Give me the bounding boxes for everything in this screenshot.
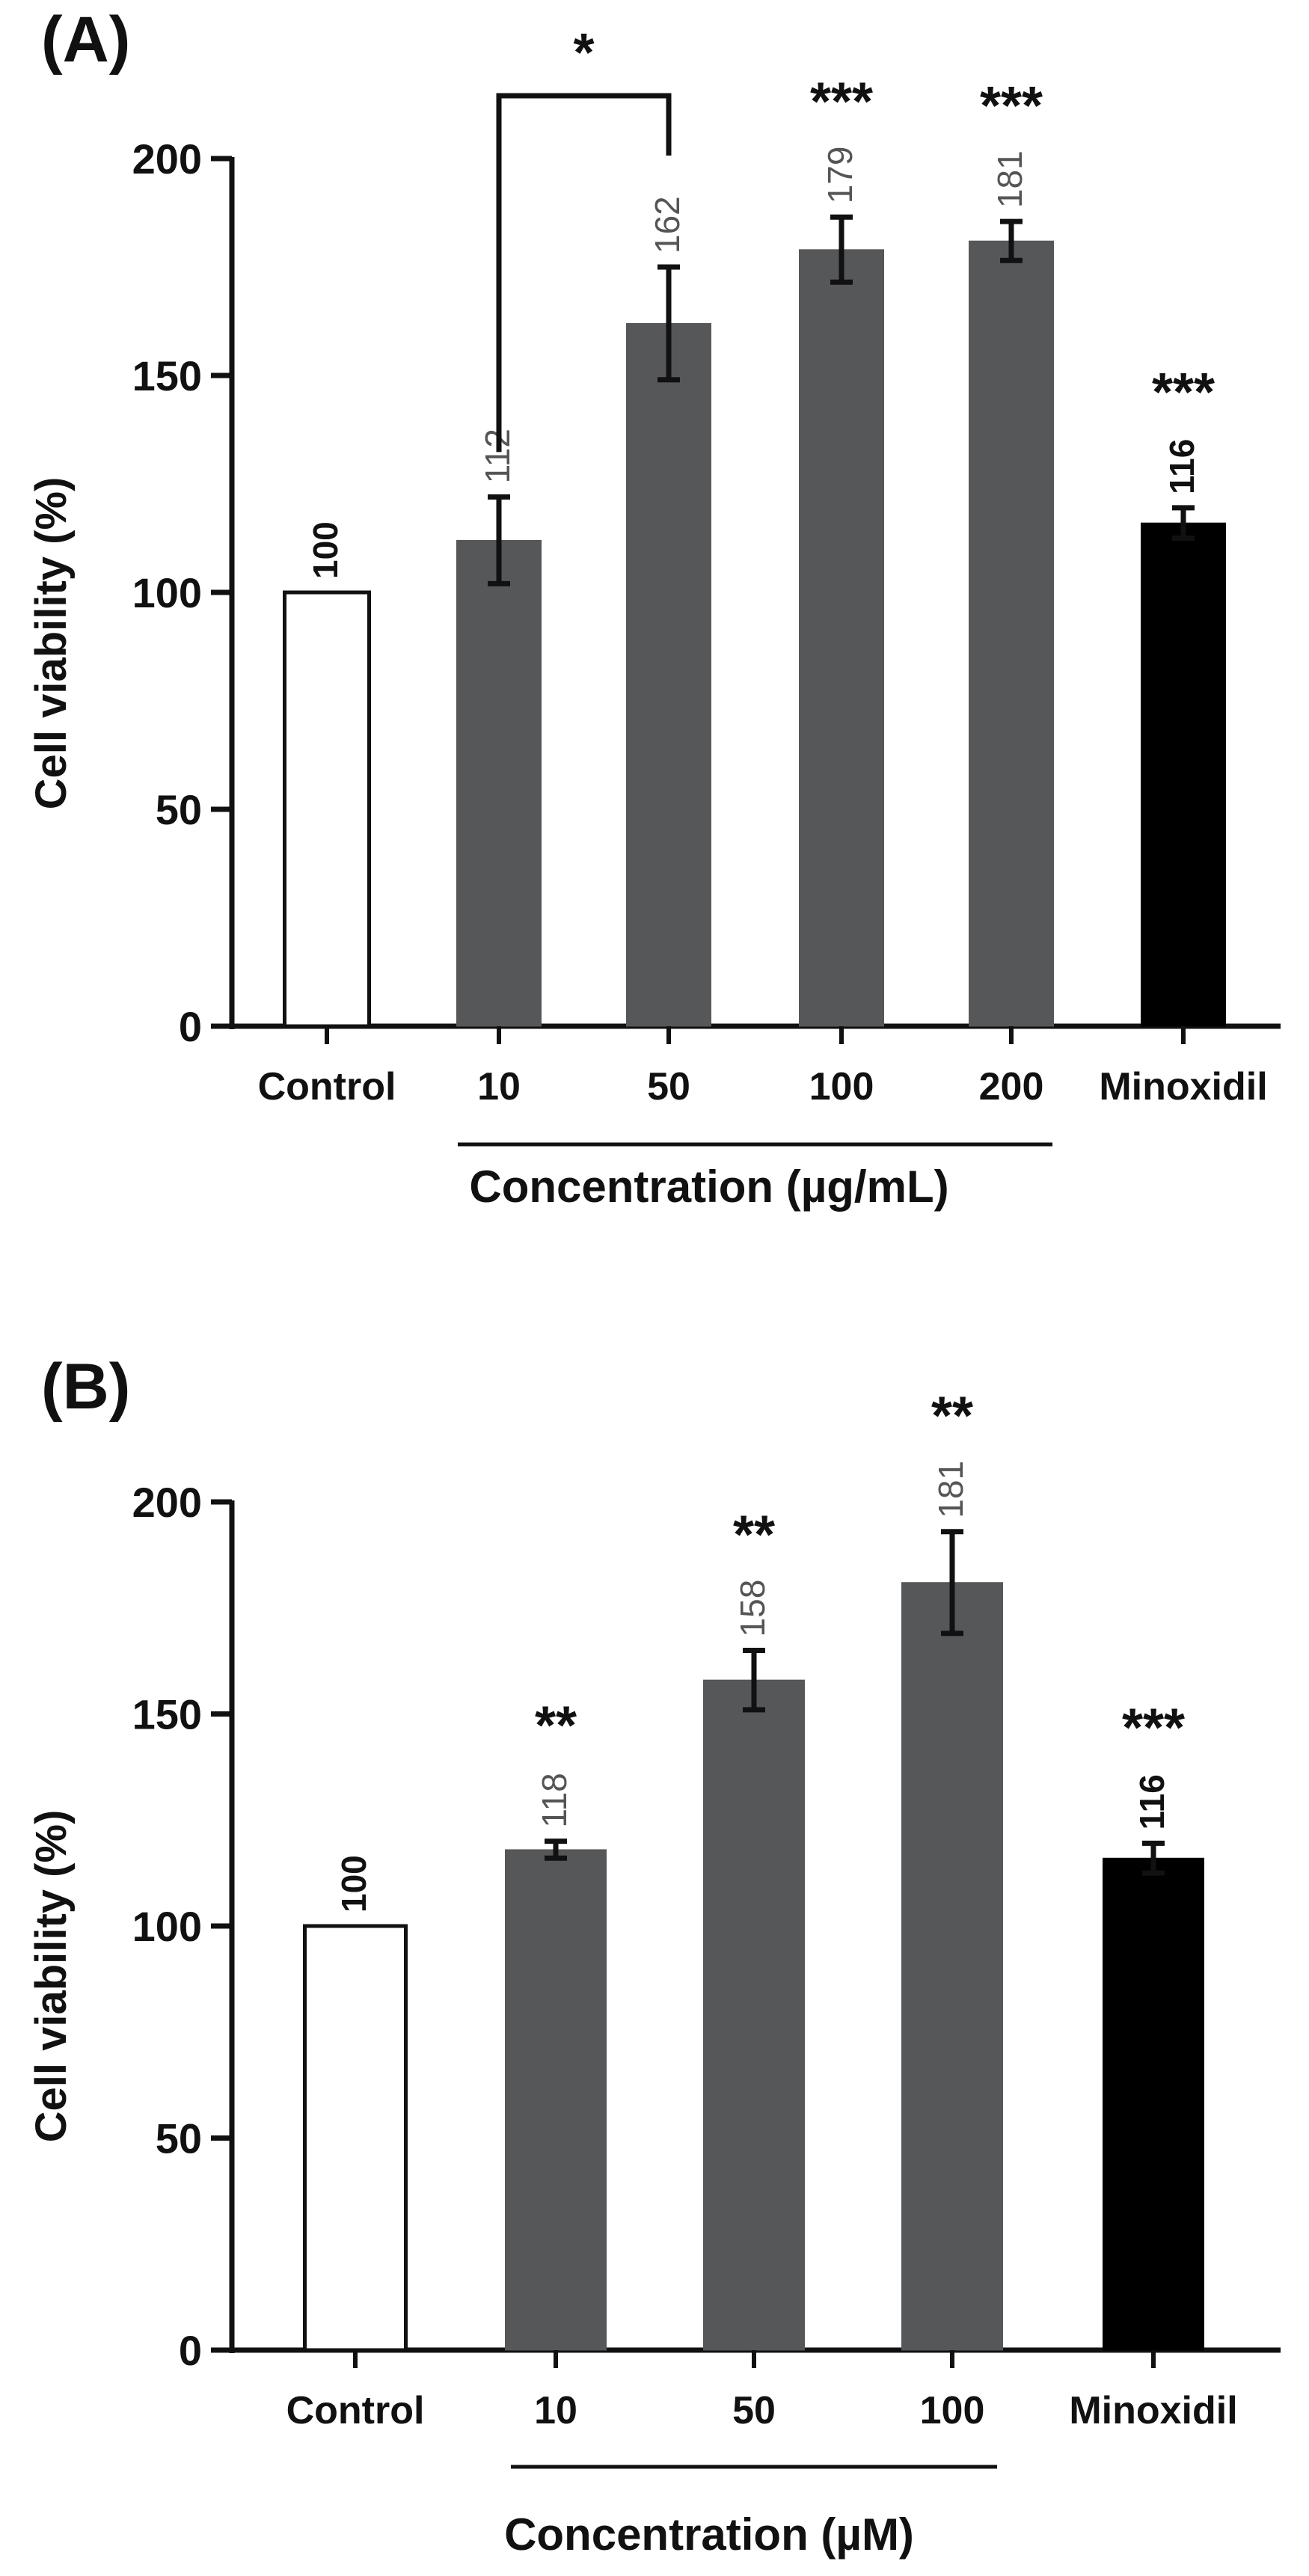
panel-a-value-label: 181: [990, 150, 1029, 208]
panel-a-comparison-bracket: [496, 93, 672, 453]
panel-a-value-label: 100: [306, 521, 345, 579]
panel-b-y-tick-label: 200: [132, 1479, 202, 1526]
panel-b-y-tick-label: 150: [132, 1691, 202, 1738]
panel-b-y-tick-label: 100: [132, 1903, 202, 1950]
panel-b-label: (B): [41, 1351, 130, 1423]
panel-b-bar: [703, 1679, 805, 2351]
panel-b-x-axis-title: Concentration (µM): [504, 2509, 914, 2560]
panel-b-y-axis-title: Cell viability (%): [27, 1810, 76, 2143]
panel-b-bar: [1103, 1857, 1204, 2351]
panel-b-value-label: 100: [334, 1855, 373, 1913]
panel-a-y-tick-label: 150: [132, 352, 202, 399]
panel-b-x-tick-label: 100: [920, 2389, 985, 2432]
panel-a-x-tick-label: Minoxidil: [1099, 1065, 1267, 1108]
panel-a-x-axis-title: Concentration (µg/mL): [469, 1162, 948, 1212]
panel-a-value-label: 116: [1162, 439, 1201, 494]
panel-b-bar: [505, 1849, 607, 2351]
panel-a-significance-marker: ***: [1152, 363, 1215, 423]
panel-a: (A) Cell viability (%) Concentration (µg…: [27, 4, 1281, 1212]
panel-a-x-tick-label: 10: [477, 1065, 521, 1108]
panel-a-y-tick-label: 0: [179, 1003, 202, 1050]
panel-a-bar: [456, 539, 542, 1027]
panel-a-y-tick-label: 100: [132, 569, 202, 616]
panel-b-y-tick-label: 0: [179, 2327, 202, 2374]
panel-b-bar: [303, 1924, 408, 2352]
panel-b-value-label: 181: [931, 1461, 970, 1518]
panel-b-value-label: 118: [535, 1773, 574, 1827]
panel-a-y-tick-label: 200: [132, 135, 202, 183]
panel-b-significance-marker: **: [931, 1387, 973, 1447]
panel-b-significance-marker: **: [535, 1696, 577, 1756]
panel-b-x-tick-label: Control: [286, 2389, 425, 2432]
panel-a-bar: [1141, 522, 1226, 1027]
panel-a-bar: [969, 240, 1054, 1027]
panel-b: (B) Cell viability (%) Concentration (µM…: [27, 1351, 1281, 2560]
panel-a-significance-marker: ***: [810, 72, 873, 132]
panel-a-x-tick-label: 50: [647, 1065, 690, 1108]
panel-a-bar: [283, 590, 371, 1028]
panel-b-value-label: 116: [1132, 1774, 1171, 1830]
panel-a-y-tick-label: 50: [156, 786, 202, 833]
panel-a-x-tick-label: Control: [258, 1065, 396, 1108]
panel-b-significance-marker: **: [733, 1505, 775, 1565]
panel-a-x-tick-label: 100: [809, 1065, 874, 1108]
panel-a-bar: [799, 249, 884, 1027]
panel-a-comparison-marker: *: [573, 23, 594, 83]
panel-b-x-tick-label: Minoxidil: [1069, 2389, 1237, 2432]
panel-b-x-tick-label: 50: [732, 2389, 776, 2432]
panel-b-value-label: 158: [733, 1580, 772, 1637]
panel-a-bar: [626, 322, 711, 1027]
panel-a-label: (A): [41, 4, 130, 76]
panel-b-bar: [901, 1582, 1003, 2351]
panel-a-value-label: 179: [821, 147, 859, 204]
panel-a-value-label: 162: [648, 196, 687, 254]
panel-b-y-tick-label: 50: [156, 2115, 202, 2162]
panel-b-significance-marker: ***: [1122, 1698, 1185, 1758]
panel-b-x-tick-label: 10: [534, 2389, 577, 2432]
panel-a-significance-marker: ***: [980, 76, 1043, 136]
panel-a-y-axis-title: Cell viability (%): [27, 477, 76, 810]
panel-a-x-tick-label: 200: [979, 1065, 1044, 1108]
